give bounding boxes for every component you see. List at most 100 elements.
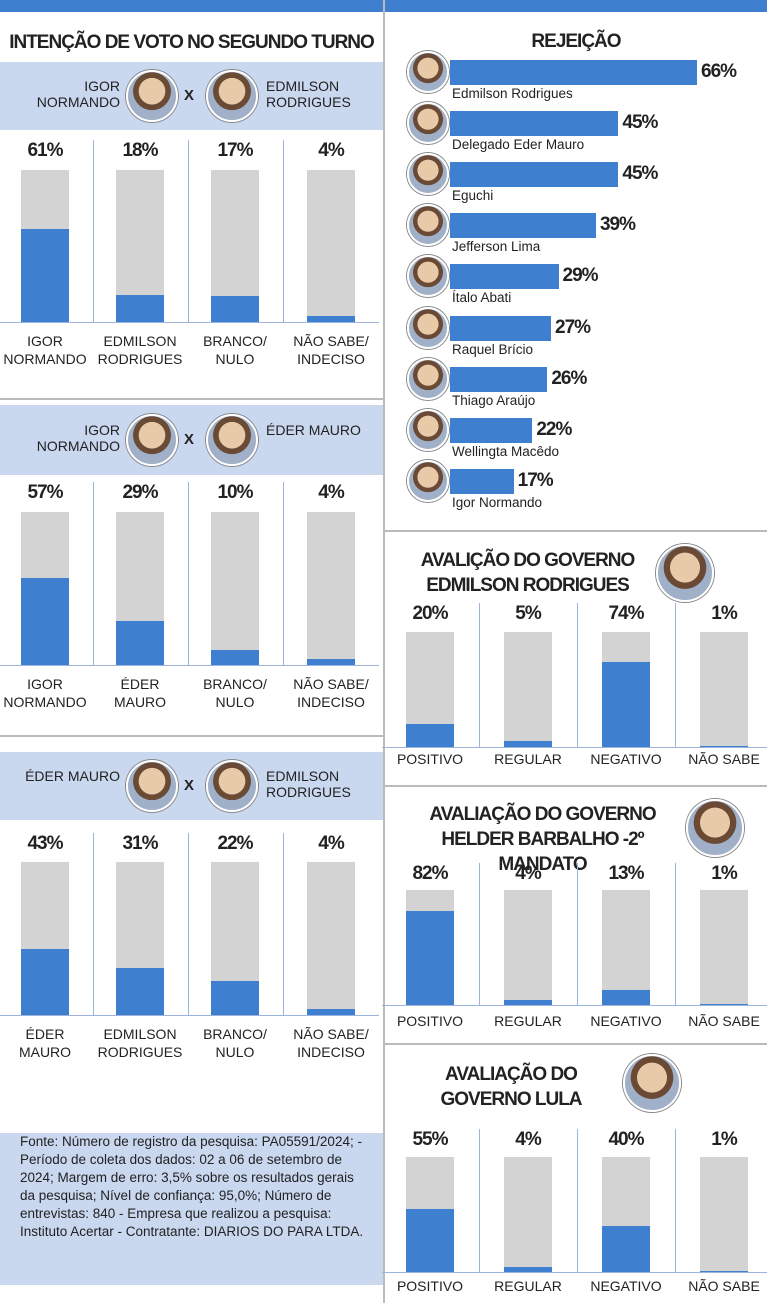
value-label: 4% [515, 863, 541, 884]
x-tick-label: NÃO SABE [688, 1013, 760, 1029]
bar [450, 60, 698, 85]
photo [206, 414, 258, 466]
bar [21, 229, 69, 322]
bar [116, 294, 164, 322]
x-tick-label: POSITIVO [396, 1278, 464, 1294]
separator [675, 1129, 676, 1272]
value-label: 45% [622, 112, 658, 134]
category-label: Ítalo Abati [452, 290, 512, 306]
bar-track [700, 890, 748, 1005]
candidate-name: ÉDER MAURO [25, 768, 120, 784]
photo [407, 357, 449, 400]
bar [406, 1208, 454, 1272]
category-label: Jefferson Lima [452, 239, 541, 255]
x-tick-label: IGOR NORMANDO [3, 333, 87, 367]
x-tick-label: NÃO SABE/ INDECISO [293, 676, 369, 710]
bar [450, 366, 548, 392]
value-label: 61% [27, 140, 63, 161]
photo [686, 799, 744, 857]
x-tick-label: ÉDER MAURO [113, 676, 167, 710]
photo [206, 70, 258, 122]
bar [21, 577, 69, 665]
category-label: Eguchi [452, 188, 494, 204]
photo [126, 414, 178, 466]
photo [407, 204, 449, 247]
value-label: 66% [701, 61, 737, 82]
separator [92, 140, 94, 322]
column-divider [383, 0, 385, 1303]
chart-title: REJEIÇÃO [531, 31, 621, 52]
bar [602, 661, 650, 747]
divider [385, 530, 767, 532]
photo [407, 102, 449, 145]
header-band [0, 752, 383, 820]
value-label: 5% [515, 603, 541, 624]
divider [0, 735, 383, 737]
bar [700, 745, 748, 747]
x-tick-label: REGULAR [494, 1278, 562, 1294]
bar [504, 741, 552, 747]
x-tick-label: POSITIVO [396, 751, 464, 767]
photo [206, 760, 258, 812]
baseline [0, 322, 379, 323]
value-label: 10% [217, 482, 253, 503]
bar [450, 264, 559, 290]
photo [407, 255, 449, 298]
baseline [0, 665, 379, 666]
category-label: Wellingta Macêdo [452, 443, 560, 459]
versus: X [184, 777, 195, 794]
bar [504, 1000, 552, 1005]
value-label: 20% [412, 603, 448, 624]
x-tick-label: IGOR NORMANDO [3, 676, 87, 710]
x-tick-label: NÃO SABE [688, 1278, 760, 1294]
candidate-name: EDMILSON RODRIGUES [266, 78, 351, 110]
bar [307, 658, 355, 665]
bar [602, 1226, 650, 1272]
x-tick-label: BRANCO/ NULO [203, 1026, 267, 1060]
bar [700, 1003, 748, 1005]
x-tick-label: BRANCO/ NULO [203, 676, 267, 710]
separator [92, 482, 94, 665]
bar [211, 649, 259, 665]
value-label: 17% [517, 469, 554, 491]
x-tick-label: NEGATIVO [590, 1013, 662, 1029]
bar [450, 162, 619, 188]
value-label: 22% [217, 833, 253, 854]
baseline [382, 1005, 767, 1006]
candidate-name: ÉDER MAURO [266, 422, 361, 438]
x-tick-label: NEGATIVO [590, 1278, 662, 1294]
bar-track [504, 890, 552, 1005]
bar [406, 724, 454, 747]
bar [211, 296, 259, 322]
x-tick-label: BRANCO/ NULO [203, 333, 267, 367]
bar-track [307, 862, 355, 1015]
bar [406, 910, 454, 1005]
bar [450, 213, 596, 239]
baseline [382, 1272, 767, 1273]
separator [187, 140, 189, 322]
bar-track [504, 1157, 552, 1272]
bar [211, 981, 259, 1015]
separator [283, 482, 284, 665]
value-label: 1% [711, 603, 737, 624]
photo [656, 544, 714, 602]
bar [450, 417, 533, 443]
section-title: INTENÇÃO DE VOTO NO SEGUNDO TURNO [9, 32, 375, 53]
bar-track [700, 1157, 748, 1272]
value-label: 74% [608, 603, 644, 624]
bar [602, 990, 650, 1005]
bar [116, 620, 164, 665]
bar [450, 111, 619, 137]
bar [504, 1267, 552, 1272]
separator [479, 603, 480, 747]
value-label: 26% [551, 367, 587, 389]
separator [577, 603, 578, 747]
photo [407, 408, 449, 451]
separator [479, 1129, 480, 1272]
value-label: 29% [122, 482, 158, 503]
photo [126, 70, 178, 122]
separator [675, 863, 676, 1005]
bar-track [307, 512, 355, 665]
category-label: Raquel Brício [452, 341, 534, 357]
photo [407, 306, 449, 349]
